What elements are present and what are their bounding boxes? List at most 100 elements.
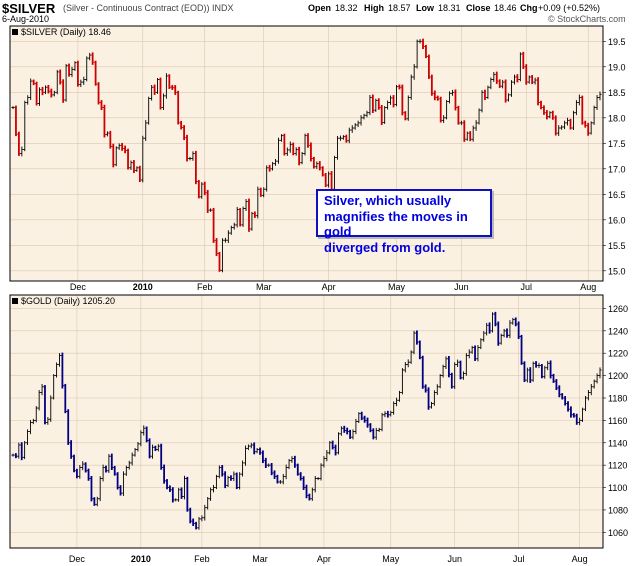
high-label: High [364,3,384,13]
silver-ohlc-bar [527,75,531,84]
silver-ohlc-bar [32,79,36,86]
silver-ohlc-bar [338,135,343,141]
gold-y-tick-label: 1160 [608,416,627,426]
silver-ohlc-bar [477,108,481,125]
silver-ohlc-bar [191,151,195,161]
silver-ohlc-bar [203,181,207,196]
silver-ohlc-bar [383,106,387,124]
silver-ohlc-bar [468,131,472,142]
silver-ohlc-bar [565,117,570,126]
silver-ohlc-bar [436,95,440,101]
gold-x-tick-label: Dec [69,554,86,564]
gold-x-tick-label: Apr [317,554,331,564]
silver-ohlc-bar [563,120,567,130]
gold-legend-label: $GOLD (Daily) 1205.20 [21,296,115,306]
silver-ohlc-bar [580,95,584,125]
silver-ohlc-bar [279,134,284,142]
silver-ohlc-bar [327,171,331,188]
silver-ohlc-bar [220,238,225,273]
silver-ohlc-bar [79,79,83,88]
silver-ohlc-bar [498,79,502,88]
stockcharts-credit: © StockCharts.com [548,14,626,24]
silver-y-tick-label: 18.5 [608,88,626,98]
silver-ohlc-bar [238,208,242,227]
silver-ohlc-bar [551,110,555,120]
silver-ohlc-bar [459,120,463,126]
silver-ohlc-bar [341,135,345,140]
silver-ohlc-bar [456,105,461,125]
silver-ohlc-bar [268,164,272,172]
silver-ohlc-bar [17,131,21,156]
gold-y-tick-label: 1060 [608,528,628,538]
change-label: Chg [520,3,538,13]
legend-swatch [12,29,18,35]
gold-x-tick-label: 2010 [131,554,151,564]
silver-ohlc-bar [309,142,313,162]
silver-ohlc-bar [577,94,581,106]
silver-ohlc-bar [554,115,558,136]
silver-ohlc-bar [427,54,431,79]
annotation-line: Silver, which usually [324,193,452,208]
silver-ohlc-bar [262,187,266,198]
silver-ohlc-bar [259,187,263,197]
silver-y-tick-label: 15.0 [608,266,626,276]
silver-ohlc-bar [557,125,561,136]
silver-ohlc-bar [335,136,340,160]
silver-ohlc-bar [430,74,434,96]
silver-ohlc-bar [229,225,233,235]
silver-ohlc-bar [447,91,452,104]
silver-ohlc-bar [206,189,210,213]
gold-x-tick-label: Jun [447,554,462,564]
gold-x-tick-label: Jul [513,554,525,564]
gold-x-tick-label: May [382,554,400,564]
silver-ohlc-bar [147,96,151,125]
silver-ohlc-bar [480,90,484,113]
silver-plot-area [10,26,603,281]
low-label: Low [416,3,434,13]
silver-ohlc-bar [214,238,219,257]
silver-ohlc-bar [504,79,508,103]
silver-legend: $SILVER (Daily) 18.46 [12,27,111,37]
silver-ohlc-bar [132,160,136,173]
silver-legend-label: $SILVER (Daily) 18.46 [21,27,111,37]
silver-ohlc-bar [93,60,98,86]
silver-ohlc-bar [415,39,419,69]
silver-ohlc-bar [433,90,437,101]
silver-ohlc-bar [386,100,390,110]
gold-y-tick-label: 1140 [608,438,627,448]
silver-ohlc-bar [374,98,378,112]
silver-ohlc-bar [14,105,18,137]
silver-ohlc-bar [539,100,543,110]
silver-ohlc-bar [598,91,602,101]
silver-ohlc-bar [55,69,59,95]
silver-ohlc-bar [144,120,148,142]
silver-ohlc-bar [52,90,56,97]
silver-ohlc-bar [312,156,316,169]
silver-ohlc-bar [595,94,599,111]
silver-ohlc-bar [64,64,68,102]
silver-ohlc-bar [88,52,92,61]
silver-ohlc-bar [43,85,48,95]
annotation-line: magnifies the moves in gold [324,208,468,240]
silver-ohlc-bar [495,71,499,84]
silver-ohlc-bar [61,79,65,103]
silver-ohlc-bar [536,77,540,106]
silver-ohlc-bar [150,85,154,101]
annotation-line: diverged from gold. [324,239,446,255]
silver-ohlc-bar [406,95,410,121]
silver-ohlc-bar [521,51,525,69]
silver-ohlc-bar [371,94,375,113]
silver-ohlc-bar [111,143,115,168]
silver-y-tick-label: 17.0 [608,164,626,174]
gold-x-tick-label: Mar [252,554,268,564]
gold-y-tick-label: 1200 [608,371,628,381]
silver-ohlc-bar [403,111,407,121]
silver-x-tick-label: Apr [322,282,336,292]
silver-ohlc-bar [388,95,393,105]
gold-y-tick-label: 1240 [608,326,628,336]
silver-x-tick-label: 2010 [133,282,153,292]
silver-ohlc-bar [285,147,289,156]
high-value: 18.57 [388,3,411,13]
silver-ohlc-bar [297,146,301,166]
